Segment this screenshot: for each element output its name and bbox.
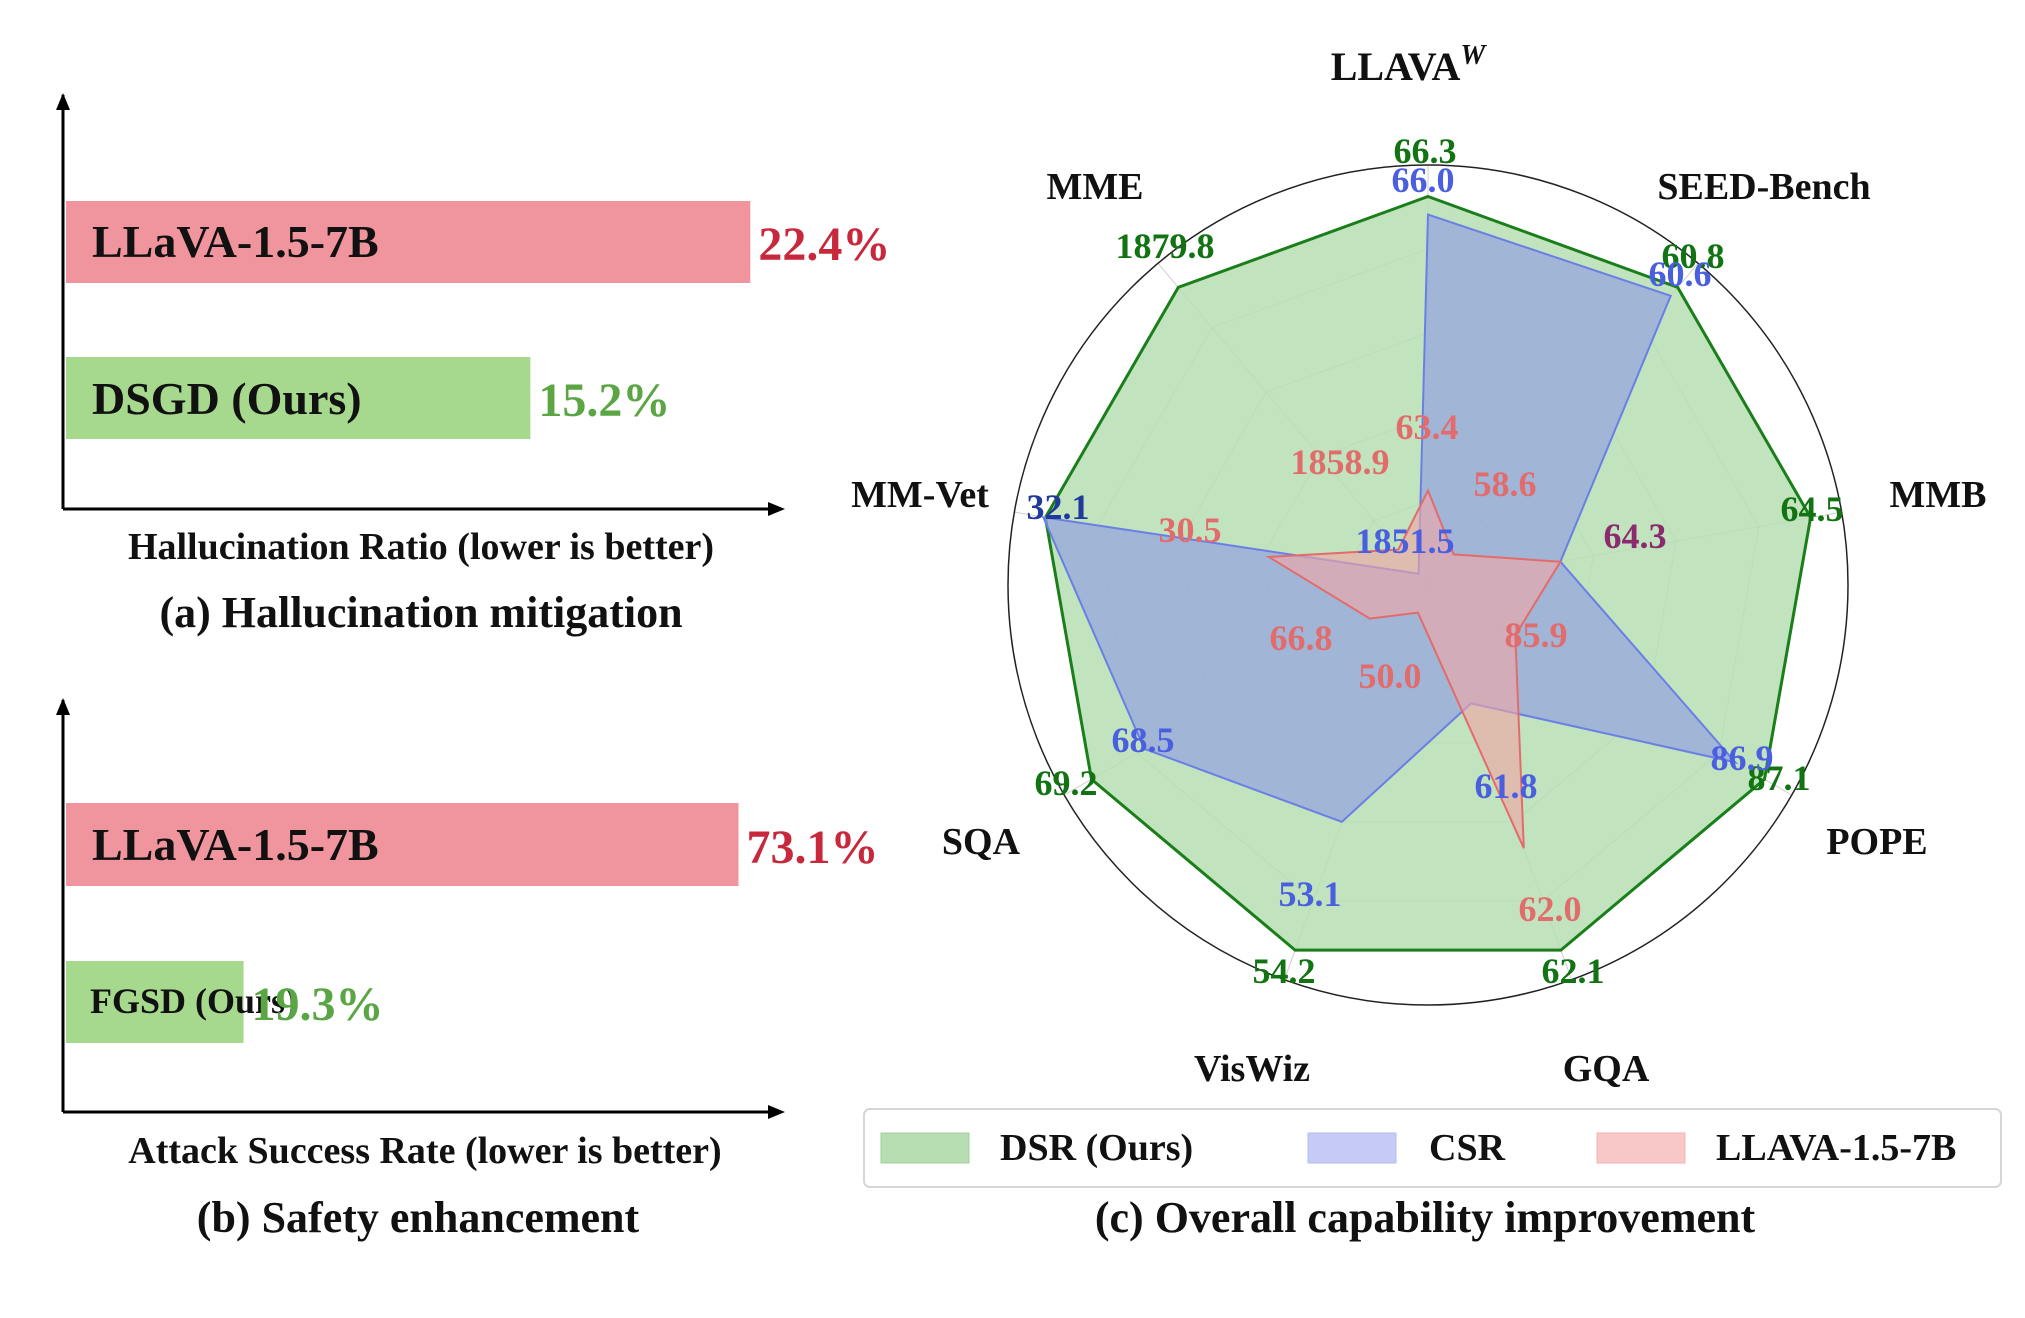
panel-b-x-arrow	[768, 1105, 785, 1119]
panel-b-value-fgsd: 19.3%	[252, 978, 384, 1031]
radar-axis-label-mmb: MMB	[1889, 474, 1986, 516]
radar-label-llava-mmvet: 30.5	[1159, 510, 1222, 550]
panel-c-caption: (c) Overall capability improvement	[1095, 1193, 1756, 1242]
radar-labels-csr: 66.0 60.6 86.9 61.8 53.1 68.5 1851.5	[1112, 160, 1774, 914]
panel-b-y-arrow	[56, 698, 70, 715]
panel-a-xlabel: Hallucination Ratio (lower is better)	[128, 526, 714, 568]
radar-label-dsr-viswiz: 54.2	[1253, 951, 1316, 991]
panel-c-radar: LLAVAW SEED-Bench MMB POPE GQA VisWiz SQ…	[851, 40, 2002, 1242]
panel-b-bar-label-llava: LLaVA-1.5-7B	[92, 819, 379, 870]
radar-axis-label-mme: MME	[1046, 166, 1143, 208]
radar-series-llava	[1265, 488, 1563, 849]
radar-label-dsr-mme: 1879.8	[1116, 226, 1215, 266]
radar-label-llava-viswiz: 50.0	[1359, 656, 1422, 696]
panel-a-bar-label-llava: LLaVA-1.5-7B	[92, 216, 379, 267]
radar-label-dsr-seed: 60.8	[1662, 236, 1725, 276]
radar-label-llava-seed: 58.6	[1474, 464, 1537, 504]
legend-box	[863, 1108, 2002, 1188]
legend-swatch-dsr	[880, 1132, 970, 1164]
radar-label-llava-gqa: 62.0	[1519, 889, 1582, 929]
radar-label-csr-mme: 1851.5	[1356, 521, 1455, 561]
radar-label-csr-mmvet: 32.1	[1027, 487, 1090, 527]
radar-axis-label-sqa: SQA	[942, 821, 1021, 863]
radar-label-dsr-sqa: 69.2	[1035, 763, 1098, 803]
panel-a: LLaVA-1.5-7B DSGD (Ours) 22.4% 15.2% Hal…	[56, 93, 890, 637]
radar-label-dsr-mmb: 64.5	[1781, 489, 1844, 529]
radar-label-csr-pope: 86.9	[1711, 738, 1774, 778]
legend-label-dsr: DSR (Ours)	[1000, 1127, 1193, 1169]
radar-axis-label-pope: POPE	[1826, 821, 1927, 863]
panel-a-bar-dsgd	[66, 357, 531, 439]
radar-label-csr-gqa: 61.8	[1475, 766, 1538, 806]
panel-b-bar-llava	[66, 803, 739, 886]
radar-axis-label-seed-bench: SEED-Bench	[1657, 166, 1870, 208]
panel-a-bar-label-dsgd: DSGD (Ours)	[92, 373, 362, 424]
panel-b-xlabel: Attack Success Rate (lower is better)	[128, 1130, 721, 1172]
radar-label-csr-seed: 60.6	[1649, 254, 1712, 294]
radar-label-llava-sqa: 66.8	[1270, 618, 1333, 658]
panel-a-caption: (a) Hallucination mitigation	[159, 588, 682, 637]
radar-label-llava-mme: 1858.9	[1291, 442, 1390, 482]
panel-a-y-arrow	[56, 93, 70, 110]
radar-label-llava-pope: 85.9	[1505, 615, 1568, 655]
panel-a-bar-llava	[66, 201, 751, 283]
radar-axis-label-llavaw: LLAVAW	[1331, 40, 1488, 89]
legend-label-llava: LLAVA-1.5-7B	[1716, 1127, 1956, 1169]
panel-a-value-dsgd: 15.2%	[538, 374, 670, 427]
radar-label-csr-sqa: 68.5	[1112, 720, 1175, 760]
radar-legend: DSR (Ours) CSR LLAVA-1.5-7B	[863, 1108, 2002, 1188]
radar-label-dsr-gqa: 62.1	[1542, 951, 1605, 991]
panel-b-bar-fgsd	[66, 961, 244, 1043]
radar-label-dsr-llavaw: 66.3	[1394, 131, 1457, 171]
radar-label-dsr-pope: 87.1	[1748, 758, 1811, 798]
radar-outer-circle	[1007, 164, 1849, 1006]
radar-axis-label-gqa: GQA	[1563, 1048, 1650, 1090]
legend-swatch-llava	[1596, 1132, 1686, 1164]
radar-label-overlap-mmb: 64.3	[1604, 516, 1667, 556]
radar-label-llava-llavaw: 63.4	[1396, 407, 1459, 447]
panel-a-x-arrow	[768, 502, 785, 516]
radar-axis-label-mm-vet: MM-Vet	[851, 474, 989, 516]
radar-labels-llava: 63.4 58.6 85.9 62.0 50.0 66.8 30.5 1858.…	[1159, 407, 1582, 929]
radar-label-csr-viswiz: 53.1	[1279, 874, 1342, 914]
panel-b: LLaVA-1.5-7B FGSD (Ours) 73.1% 19.3% Att…	[56, 698, 879, 1242]
panel-b-caption: (b) Safety enhancement	[197, 1193, 640, 1242]
panel-a-value-llava: 22.4%	[758, 218, 890, 271]
legend-swatch-csr	[1307, 1132, 1397, 1164]
radar-label-csr-llavaw: 66.0	[1392, 160, 1455, 200]
radar-labels-dsr: 66.3 60.8 64.5 87.1 62.1 54.2 69.2 1879.…	[1035, 131, 1844, 991]
panel-b-value-llava: 73.1%	[747, 821, 879, 874]
radar-series-csr	[1041, 213, 1739, 823]
panel-b-bar-label-fgsd: FGSD (Ours)	[90, 981, 297, 1021]
legend-label-csr: CSR	[1429, 1127, 1506, 1169]
radar-axis-label-viswiz: VisWiz	[1194, 1048, 1310, 1090]
